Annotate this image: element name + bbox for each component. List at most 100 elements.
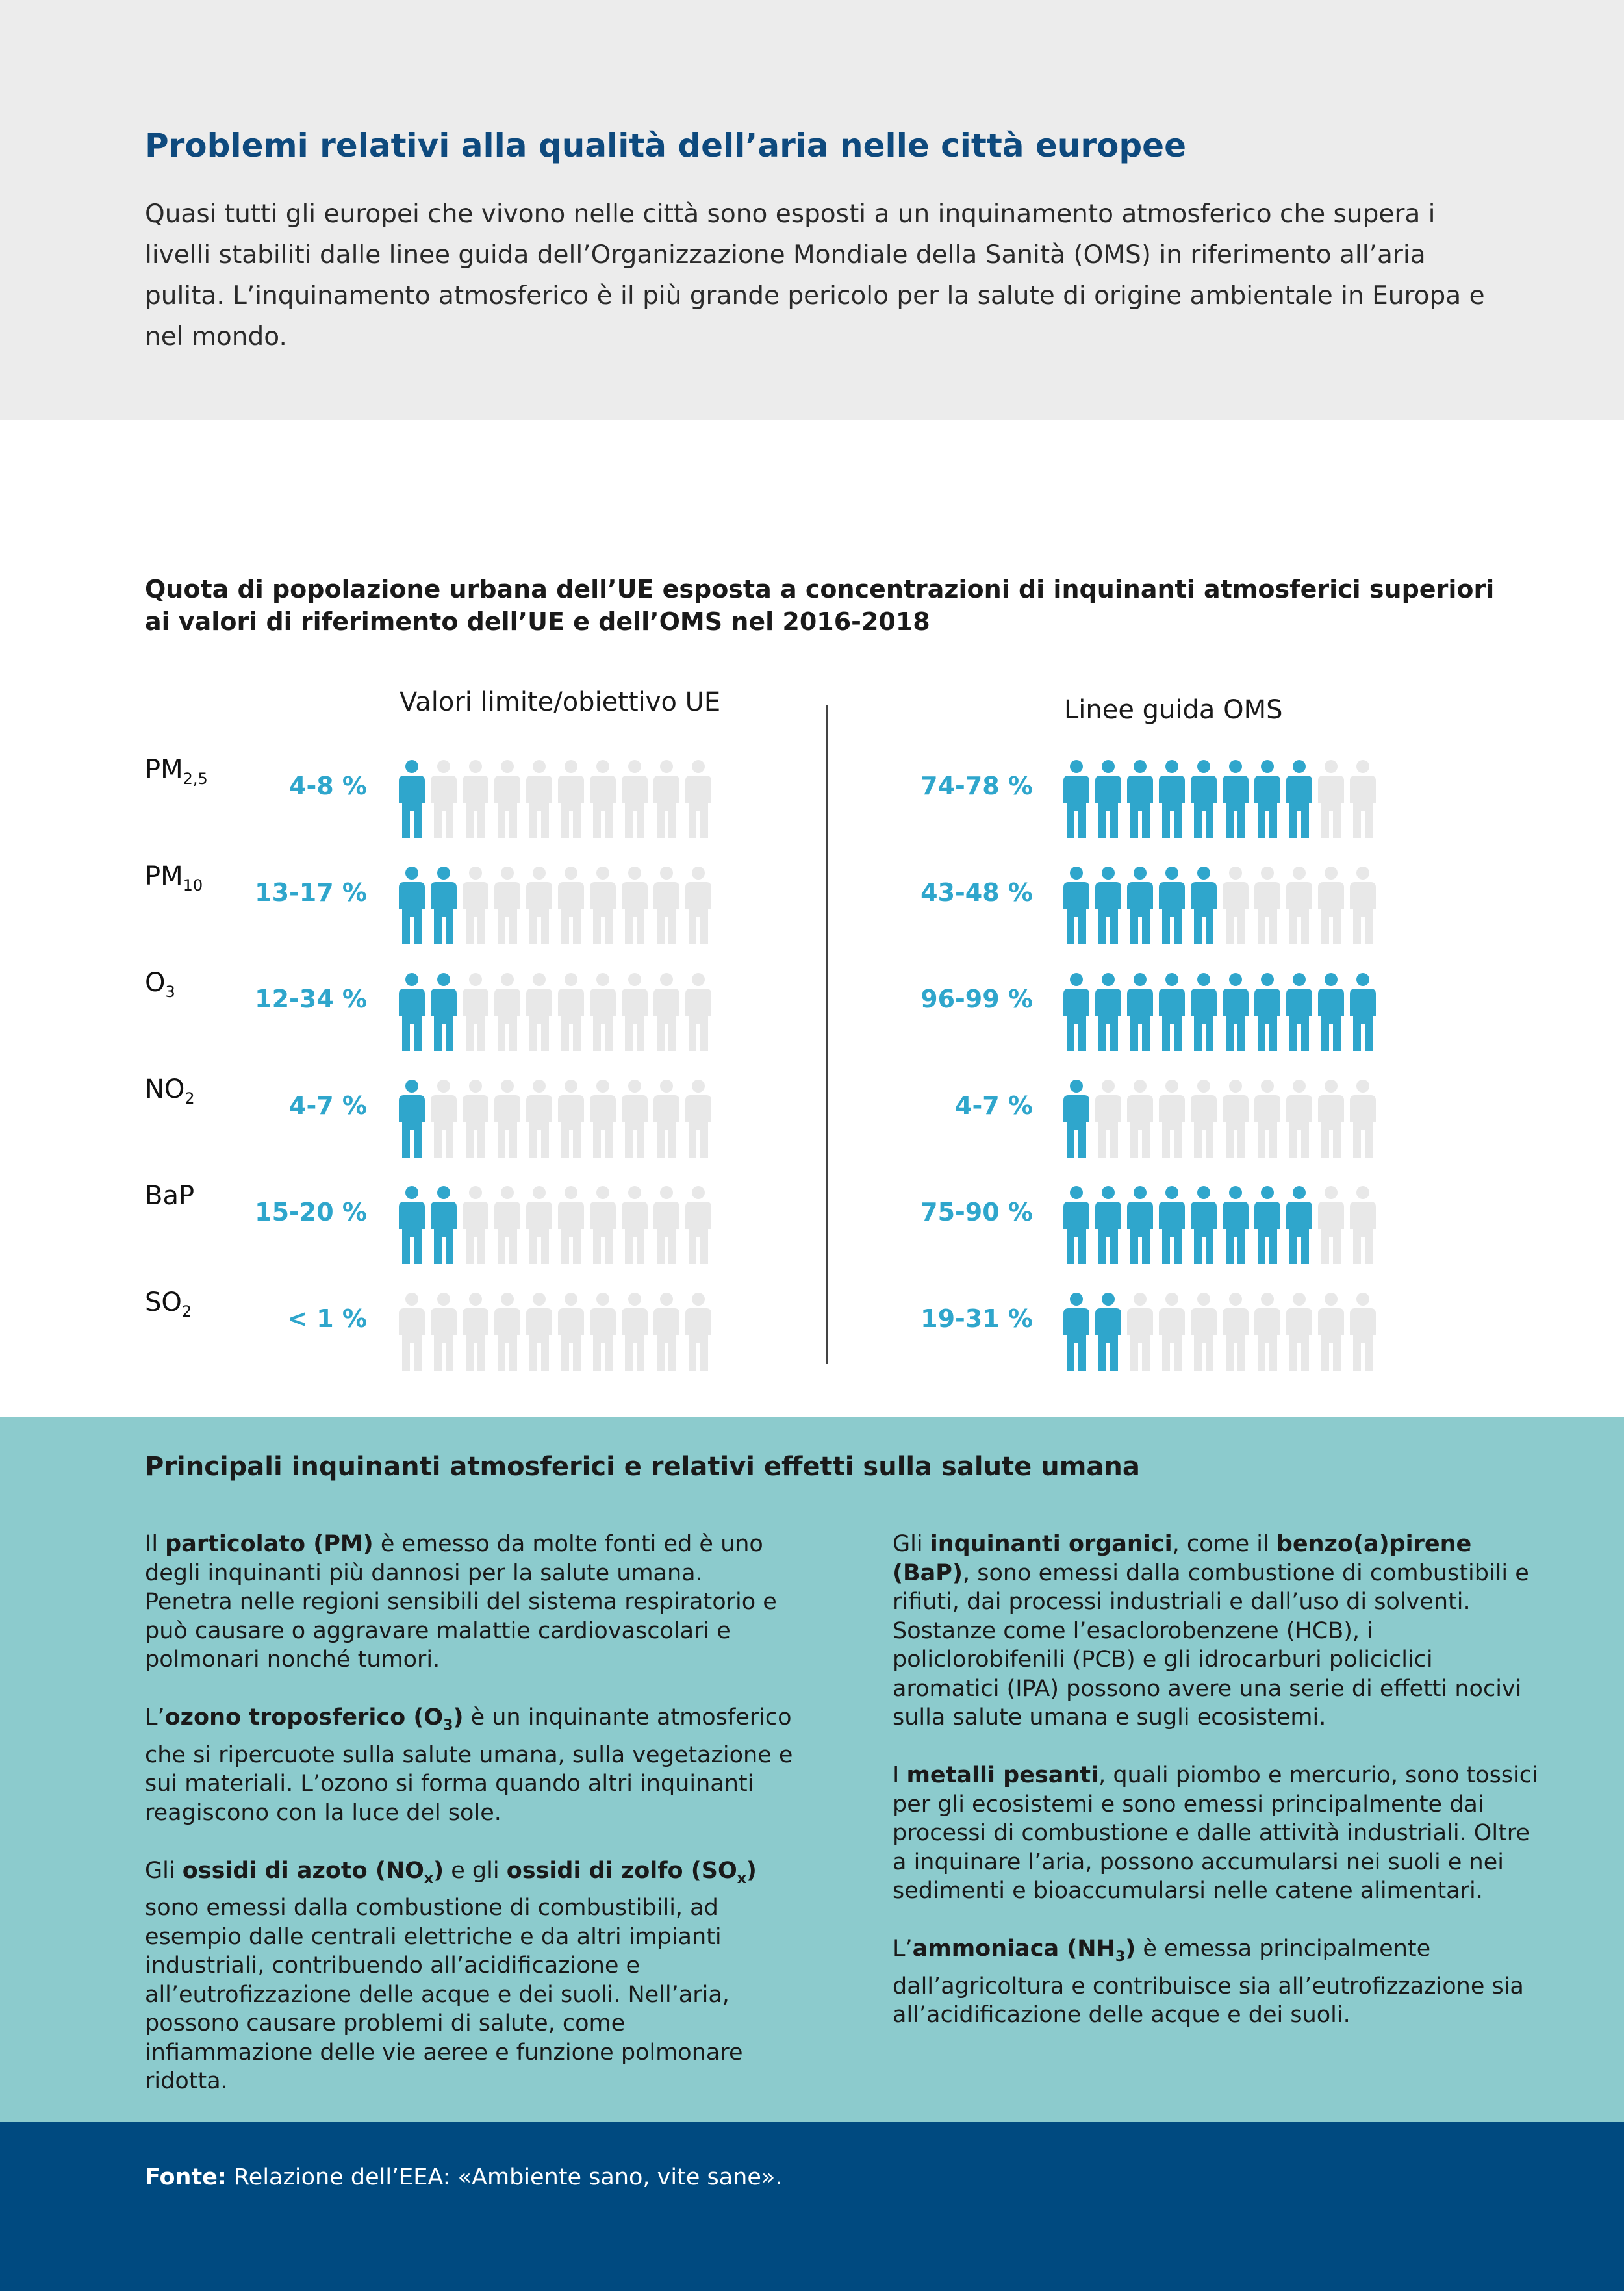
pollutant-subscript: 10	[183, 876, 203, 894]
person-icon-empty	[1318, 1186, 1344, 1264]
person-icon-filled	[399, 1080, 425, 1158]
pollutant-name: NO	[145, 1074, 185, 1104]
person-icon-empty	[590, 1080, 616, 1158]
person-icon-filled	[1254, 760, 1280, 838]
person-icon-empty	[1127, 1080, 1153, 1158]
emphasis-text: x	[737, 1870, 746, 1887]
who-percentage: 75-90 %	[920, 1198, 1033, 1226]
person-icon-empty	[622, 973, 648, 1051]
who-percentage: 19-31 %	[920, 1304, 1033, 1333]
eu-percentage: 15-20 %	[255, 1198, 367, 1226]
person-icon-filled	[399, 760, 425, 838]
person-icon-filled	[1095, 760, 1121, 838]
person-icon-empty	[653, 1186, 679, 1264]
person-icon-empty	[558, 760, 584, 838]
page-title: Problemi relativi alla qualità dell’aria…	[145, 127, 1187, 164]
person-icon-empty	[685, 1080, 711, 1158]
body-text: sono emessi dalla combustione di combust…	[145, 1895, 743, 2094]
person-icon-empty	[590, 867, 616, 944]
eu-icon-row	[399, 973, 711, 1051]
person-icon-empty	[399, 1293, 425, 1371]
emphasis-text: 3	[443, 1717, 453, 1734]
person-icon-empty	[653, 973, 679, 1051]
person-icon-empty	[526, 760, 552, 838]
pollutant-label: PM2,5	[145, 755, 208, 788]
person-icon-filled	[1159, 867, 1185, 944]
emphasis-text: metalli pesanti	[906, 1762, 1099, 1788]
emphasis-text: ossidi di azoto (NO	[182, 1857, 424, 1884]
person-icon-filled	[1254, 1186, 1280, 1264]
person-icon-filled	[1063, 760, 1089, 838]
effects-paragraph: Il particolato (PM) è emesso da molte fo…	[145, 1530, 794, 1675]
person-icon-empty	[1286, 1293, 1312, 1371]
body-text: è emesso da molte fonti ed è uno degli i…	[145, 1531, 777, 1673]
person-icon-empty	[526, 1186, 552, 1264]
person-icon-filled	[1127, 867, 1153, 944]
intro-paragraph: Quasi tutti gli europei che vivono nelle…	[145, 199, 1485, 351]
eu-icon-row	[399, 760, 711, 838]
pollutant-subscript: 2,5	[183, 770, 208, 788]
emphasis-text: benzo(a)pirene (BaP)	[893, 1531, 1472, 1586]
person-icon-filled	[1127, 973, 1153, 1051]
person-icon-empty	[1127, 1293, 1153, 1371]
body-text: Gli	[145, 1857, 183, 1884]
person-icon-filled	[1191, 760, 1217, 838]
person-icon-empty	[622, 1080, 648, 1158]
person-icon-empty	[1223, 1293, 1249, 1371]
person-icon-empty	[494, 760, 520, 838]
eu-icon-row	[399, 1186, 711, 1264]
person-icon-empty	[494, 1080, 520, 1158]
person-icon-empty	[685, 867, 711, 944]
person-icon-empty	[622, 867, 648, 944]
body-text: , quali piombo e mercurio, sono tossici …	[893, 1762, 1538, 1904]
who-icon-row	[1063, 760, 1376, 838]
person-icon-filled	[431, 867, 457, 944]
person-icon-empty	[1286, 867, 1312, 944]
who-percentage: 4-7 %	[955, 1091, 1033, 1120]
column-header-eu: Valori limite/obiettivo UE	[400, 687, 721, 717]
body-text: Gli	[893, 1531, 930, 1557]
effects-paragraph: I metalli pesanti, quali piombo e mercur…	[893, 1761, 1542, 1906]
person-icon-empty	[526, 1080, 552, 1158]
eu-percentage: 13-17 %	[255, 878, 367, 907]
pollutant-name: SO	[145, 1287, 182, 1317]
person-icon-filled	[1063, 973, 1089, 1051]
person-icon-filled	[1350, 973, 1376, 1051]
person-icon-empty	[653, 867, 679, 944]
person-icon-empty	[1350, 867, 1376, 944]
person-icon-filled	[1159, 760, 1185, 838]
pollutant-name: PM	[145, 861, 183, 891]
person-icon-filled	[431, 1186, 457, 1264]
person-icon-empty	[558, 1186, 584, 1264]
eu-percentage: 4-8 %	[289, 772, 367, 800]
who-icon-row	[1063, 1293, 1376, 1371]
person-icon-filled	[399, 1186, 425, 1264]
person-icon-filled	[1127, 1186, 1153, 1264]
emphasis-text: )	[746, 1857, 757, 1884]
person-icon-filled	[431, 973, 457, 1051]
column-divider	[826, 705, 828, 1364]
header-band	[0, 0, 1624, 420]
person-icon-empty	[494, 1186, 520, 1264]
pollutant-name: PM	[145, 755, 183, 785]
person-icon-empty	[1350, 760, 1376, 838]
effects-column-right: Gli inquinanti organici, come il benzo(a…	[893, 1530, 1542, 2058]
person-icon-empty	[1254, 1293, 1280, 1371]
person-icon-empty	[1286, 1080, 1312, 1158]
person-icon-filled	[399, 867, 425, 944]
person-icon-filled	[1286, 973, 1312, 1051]
body-text: I	[893, 1762, 907, 1788]
person-icon-empty	[1350, 1186, 1376, 1264]
pollutant-subscript: 2	[184, 1089, 195, 1108]
person-icon-empty	[685, 1293, 711, 1371]
person-icon-empty	[685, 760, 711, 838]
body-text: è emessa principalmente dall’agricoltura…	[893, 1936, 1524, 2028]
person-icon-filled	[1191, 1186, 1217, 1264]
pollutant-subscript: 2	[181, 1302, 192, 1321]
person-icon-filled	[399, 973, 425, 1051]
person-icon-empty	[685, 1186, 711, 1264]
person-icon-empty	[494, 973, 520, 1051]
source-text: Relazione dell’EEA: «Ambiente sano, vite…	[226, 2164, 783, 2190]
person-icon-empty	[526, 867, 552, 944]
person-icon-empty	[622, 1186, 648, 1264]
